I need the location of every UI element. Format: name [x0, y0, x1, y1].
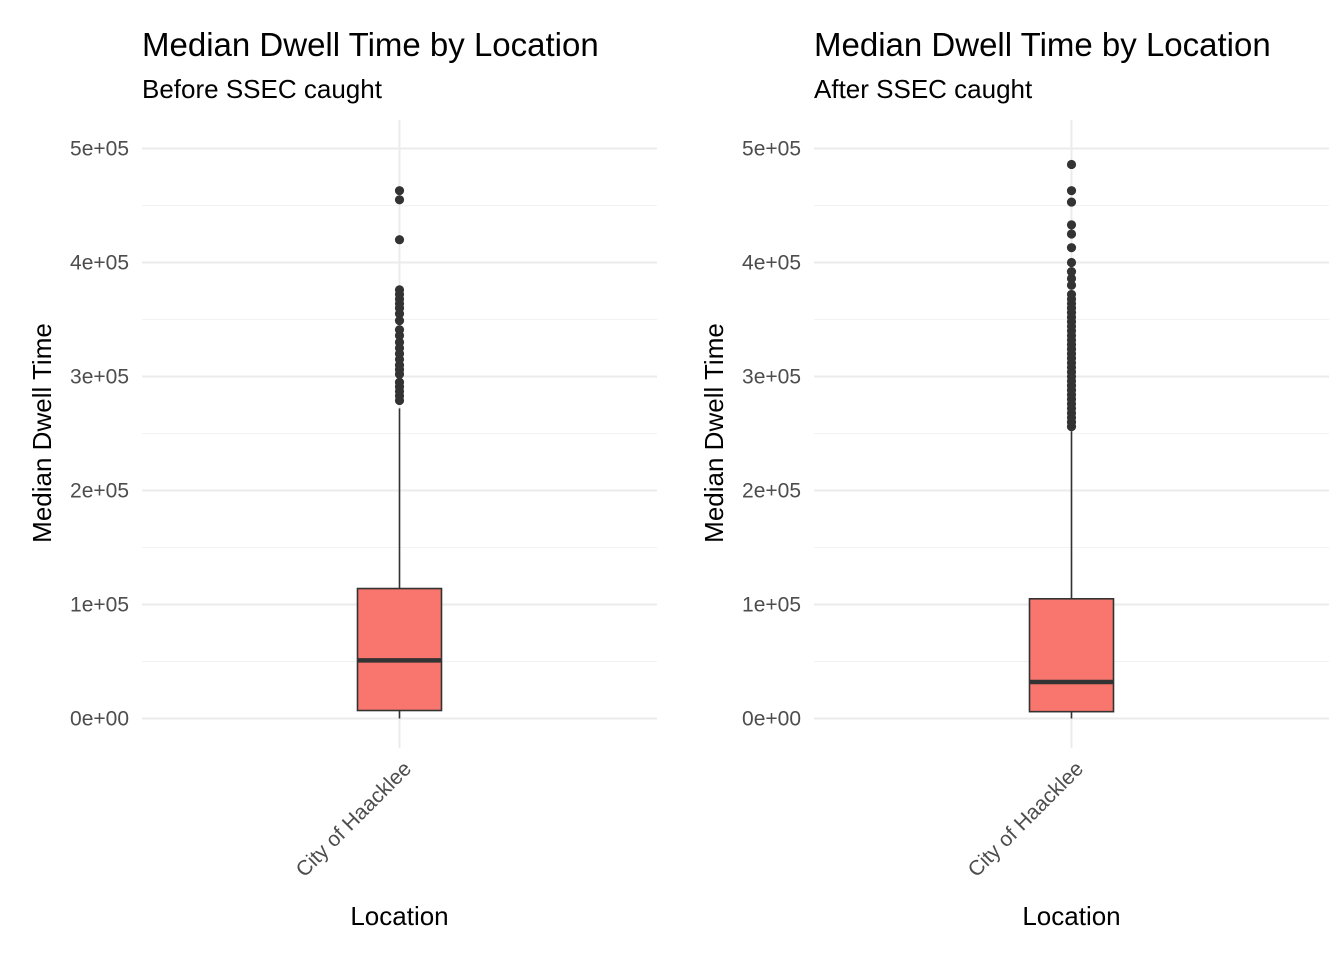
outlier-point: [394, 316, 405, 326]
iqr-box: [1028, 597, 1115, 713]
y-tick-label: 1e+05: [70, 594, 129, 617]
outlier-point: [394, 235, 405, 245]
outlier-point: [394, 377, 405, 387]
x-tick-label: City of Haacklee: [964, 757, 1088, 881]
x-tick-label: City of Haacklee: [292, 757, 416, 881]
outlier-point: [1066, 280, 1077, 290]
y-tick-label: 2e+05: [742, 480, 801, 503]
y-tick-label: 0e+00: [70, 708, 129, 731]
outlier-point: [394, 337, 405, 347]
y-axis-title: Median Dwell Time: [27, 323, 57, 543]
outlier-point: [1066, 273, 1077, 284]
outlier-point: [1066, 267, 1077, 277]
iqr-box: [356, 587, 443, 712]
outlier-point: [1066, 243, 1077, 253]
y-tick-label: 3e+05: [70, 366, 129, 389]
chart-title: Median Dwell Time by Location: [142, 26, 599, 63]
outlier-point: [1066, 197, 1077, 207]
outlier-point: [1066, 220, 1077, 230]
outlier-point: [394, 195, 405, 205]
outlier-point: [1066, 289, 1077, 300]
outlier-point: [394, 325, 405, 335]
outlier-point: [1066, 186, 1077, 196]
y-tick-label: 5e+05: [70, 138, 129, 161]
y-axis-title: Median Dwell Time: [699, 323, 729, 543]
x-axis-title: Location: [1022, 901, 1120, 931]
y-tick-label: 4e+05: [70, 252, 129, 275]
y-tick-label: 5e+05: [742, 138, 801, 161]
outlier-point: [394, 186, 405, 196]
y-tick-label: 4e+05: [742, 252, 801, 275]
chart-subtitle: Before SSEC caught: [142, 74, 383, 104]
chart-title: Median Dwell Time by Location: [814, 26, 1271, 63]
y-tick-label: 2e+05: [70, 480, 129, 503]
outlier-point: [1066, 229, 1077, 239]
y-tick-label: 1e+05: [742, 594, 801, 617]
y-tick-label: 0e+00: [742, 708, 801, 731]
chart-subtitle: After SSEC caught: [814, 74, 1033, 104]
outlier-point: [394, 285, 405, 295]
outlier-point: [1066, 257, 1077, 268]
outlier-point: [1066, 159, 1077, 170]
x-axis-title: Location: [350, 901, 448, 931]
y-tick-label: 3e+05: [742, 366, 801, 389]
